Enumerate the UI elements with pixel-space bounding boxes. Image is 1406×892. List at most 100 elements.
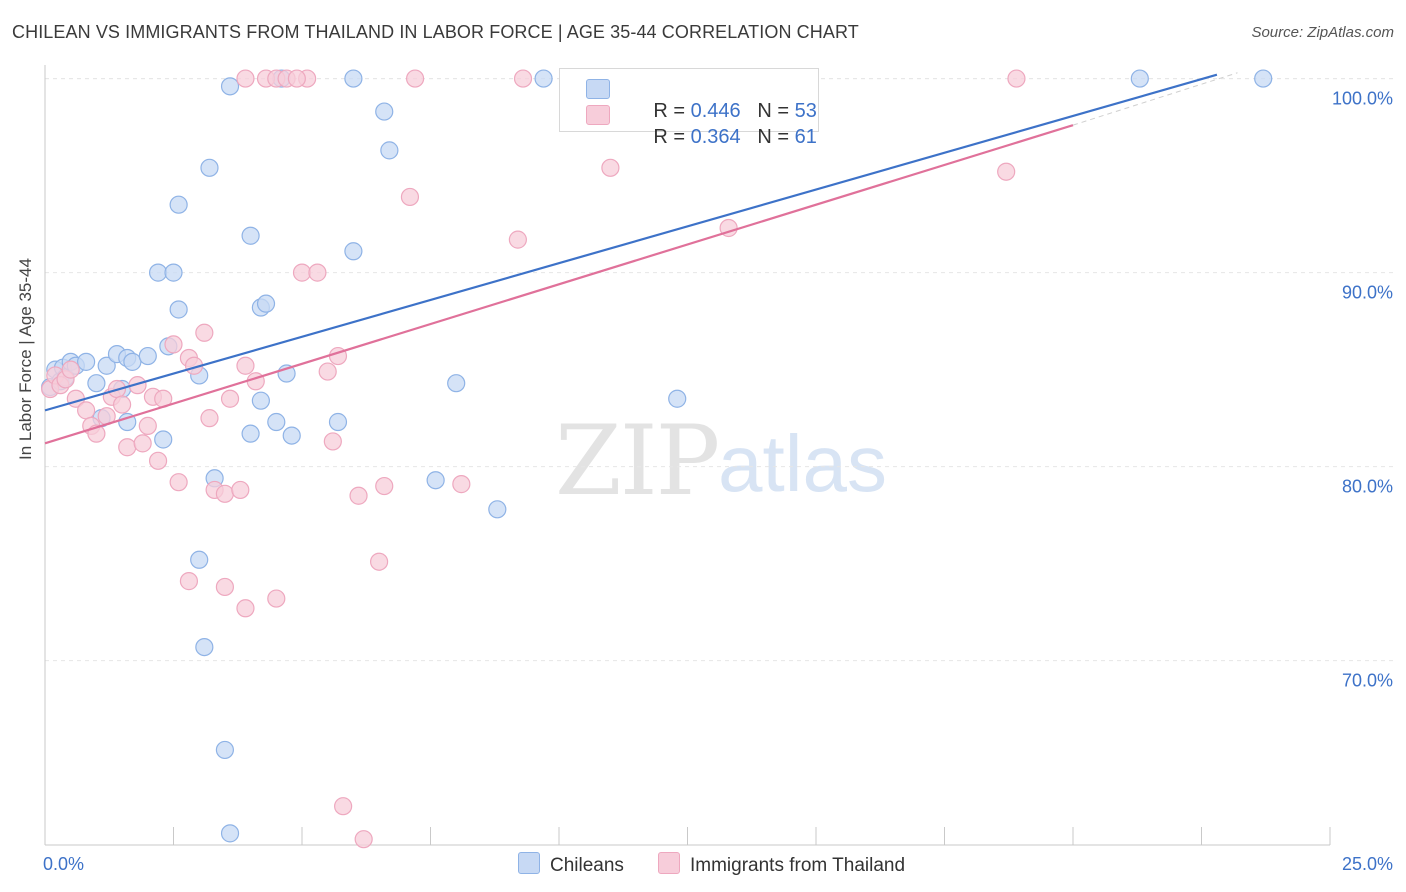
point-thailand bbox=[287, 69, 306, 88]
x-tick-label-min: 0.0% bbox=[43, 854, 84, 874]
legend-swatch-pink bbox=[586, 105, 610, 125]
point-chileans bbox=[169, 300, 188, 319]
point-thailand bbox=[452, 475, 471, 494]
point-chileans bbox=[164, 263, 183, 282]
legend-r-label: R = bbox=[653, 100, 691, 122]
point-chileans bbox=[118, 412, 137, 432]
point-chileans bbox=[190, 550, 209, 569]
legend-swatch-blue bbox=[586, 79, 610, 99]
point-thailand bbox=[513, 69, 533, 88]
point-thailand bbox=[133, 434, 152, 453]
point-thailand bbox=[138, 416, 157, 435]
point-chileans bbox=[123, 352, 142, 371]
legend-r-label: R = bbox=[653, 126, 691, 148]
point-thailand bbox=[77, 401, 96, 420]
legend-n-label: N = bbox=[757, 100, 795, 122]
point-thailand bbox=[118, 438, 137, 457]
point-thailand bbox=[112, 395, 132, 414]
legend-n-value: 53 bbox=[794, 100, 817, 122]
point-thailand bbox=[375, 476, 394, 496]
point-thailand bbox=[323, 432, 342, 451]
point-thailand bbox=[508, 230, 527, 249]
point-chileans bbox=[267, 412, 286, 432]
point-chileans bbox=[256, 294, 276, 313]
point-thailand bbox=[200, 409, 219, 428]
point-chileans bbox=[148, 263, 168, 282]
legend-row-thailand: R = 0.364 N = 61 bbox=[560, 101, 818, 148]
point-chileans bbox=[138, 346, 157, 366]
point-chileans bbox=[488, 500, 507, 519]
point-chileans bbox=[344, 69, 363, 88]
point-chileans bbox=[215, 740, 234, 760]
point-thailand bbox=[292, 263, 312, 282]
point-thailand bbox=[236, 69, 255, 88]
point-chileans bbox=[328, 412, 348, 432]
point-thailand bbox=[370, 552, 389, 571]
trendline-chileans bbox=[44, 73, 1218, 412]
point-chileans bbox=[77, 352, 96, 371]
series-chileans bbox=[41, 69, 1273, 843]
point-thailand bbox=[148, 451, 168, 470]
point-chileans bbox=[195, 637, 214, 657]
point-thailand bbox=[997, 162, 1016, 181]
point-chileans bbox=[220, 824, 240, 843]
point-chileans bbox=[97, 356, 116, 375]
point-chileans bbox=[87, 374, 106, 393]
point-chileans bbox=[344, 242, 363, 261]
point-chileans bbox=[200, 158, 219, 177]
point-thailand bbox=[334, 797, 353, 816]
point-chileans bbox=[375, 102, 394, 121]
point-chileans bbox=[380, 141, 399, 160]
point-thailand bbox=[236, 356, 255, 375]
series-thailand bbox=[41, 69, 1026, 849]
point-chileans bbox=[1130, 69, 1149, 88]
point-thailand bbox=[195, 323, 214, 342]
point-chileans bbox=[251, 391, 270, 410]
legend-n-label: N = bbox=[757, 126, 795, 148]
legend-swatch-pink bbox=[658, 852, 680, 874]
point-thailand bbox=[349, 486, 368, 505]
point-chileans bbox=[426, 471, 445, 490]
point-chileans bbox=[1254, 69, 1273, 88]
series-layer bbox=[41, 69, 1273, 849]
point-thailand bbox=[318, 362, 337, 381]
bottom-legend-thailand[interactable]: Immigrants from Thailand bbox=[658, 852, 905, 877]
point-thailand bbox=[236, 599, 255, 618]
y-tick-label: 100.0% bbox=[1332, 89, 1393, 109]
point-thailand bbox=[308, 263, 327, 282]
y-tick-label: 80.0% bbox=[1342, 477, 1393, 497]
y-tick-label: 70.0% bbox=[1342, 671, 1393, 691]
bottom-legend-chileans[interactable]: Chileans bbox=[518, 852, 624, 877]
point-thailand bbox=[215, 484, 234, 503]
tick-labels: 70.0% 80.0% 90.0% 100.0% 0.0% 25.0% bbox=[43, 89, 1393, 874]
point-thailand bbox=[164, 335, 183, 354]
point-thailand bbox=[128, 376, 147, 395]
legend-r-value: 0.364 bbox=[690, 126, 741, 148]
legend-row-chileans: R = 0.446 N = 53 bbox=[560, 75, 818, 122]
watermark-zip: ZIP bbox=[555, 405, 720, 517]
legend-label-chileans: Chileans bbox=[550, 855, 624, 876]
point-thailand bbox=[179, 572, 199, 591]
trendline-thailand bbox=[44, 124, 1074, 445]
point-chileans bbox=[241, 226, 260, 245]
point-chileans bbox=[220, 77, 240, 96]
chart-source: Source: ZipAtlas.com bbox=[1251, 24, 1394, 41]
legend-swatch-blue bbox=[518, 852, 540, 874]
correlation-legend: R = 0.446 N = 53 R = 0.364 N = 61 bbox=[559, 68, 819, 148]
legend-label-thailand: Immigrants from Thailand bbox=[690, 855, 906, 876]
x-tick-label-max: 25.0% bbox=[1342, 854, 1393, 874]
point-thailand bbox=[354, 830, 373, 849]
y-tick-label: 90.0% bbox=[1342, 283, 1393, 303]
point-chileans bbox=[154, 430, 173, 449]
point-chileans bbox=[447, 374, 466, 393]
point-thailand bbox=[400, 187, 420, 207]
point-thailand bbox=[169, 473, 188, 492]
point-chileans bbox=[668, 389, 687, 408]
point-thailand bbox=[61, 360, 80, 379]
point-chileans bbox=[282, 426, 301, 445]
point-thailand bbox=[220, 389, 240, 408]
point-thailand bbox=[267, 589, 286, 608]
trend-layer bbox=[44, 72, 1238, 445]
chart-title: CHILEAN VS IMMIGRANTS FROM THAILAND IN L… bbox=[12, 22, 859, 42]
point-thailand bbox=[405, 69, 425, 88]
